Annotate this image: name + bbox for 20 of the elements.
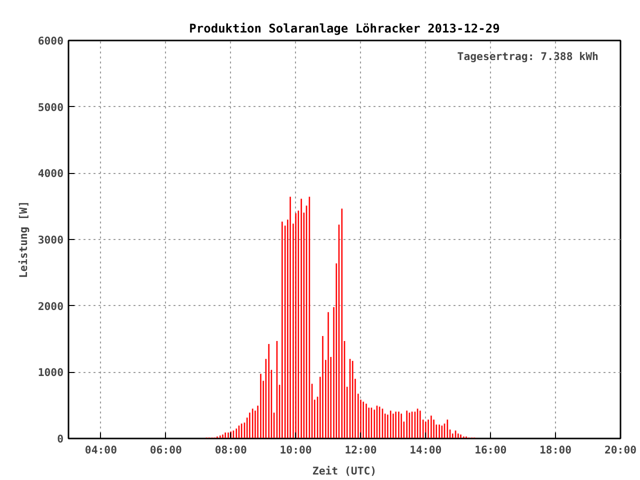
x-tick-label: 06:00 (150, 444, 182, 456)
x-tick-label: 04:00 (84, 444, 118, 456)
y-tick-label: 1000 (38, 366, 64, 380)
x-tick-label: 12:00 (344, 444, 377, 456)
x-tick-label: 08:00 (214, 444, 247, 456)
y-tick-label: 4000 (38, 167, 64, 180)
y-tick-label: 0 (57, 432, 64, 446)
x-axis-title: Zeit (UTC) (312, 464, 377, 478)
y-tick-label: 3000 (38, 234, 64, 246)
x-tick-label: 14:00 (410, 444, 442, 456)
y-tick-label: 5000 (38, 100, 64, 114)
x-tick-label: 18:00 (540, 444, 572, 456)
y-tick-label: 6000 (38, 34, 64, 48)
annotation: Tagesertrag: 7.388 kWh (457, 50, 598, 63)
chart-title: Produktion Solaranlage Löhracker 2013-12-29 (189, 22, 500, 36)
x-tick-label: 20:00 (604, 444, 637, 456)
y-tick-label: 2000 (38, 300, 64, 313)
x-tick-label: 16:00 (474, 444, 507, 456)
x-tick-label: 10:00 (280, 444, 312, 456)
y-axis-title: Leistung [W] (16, 200, 30, 278)
